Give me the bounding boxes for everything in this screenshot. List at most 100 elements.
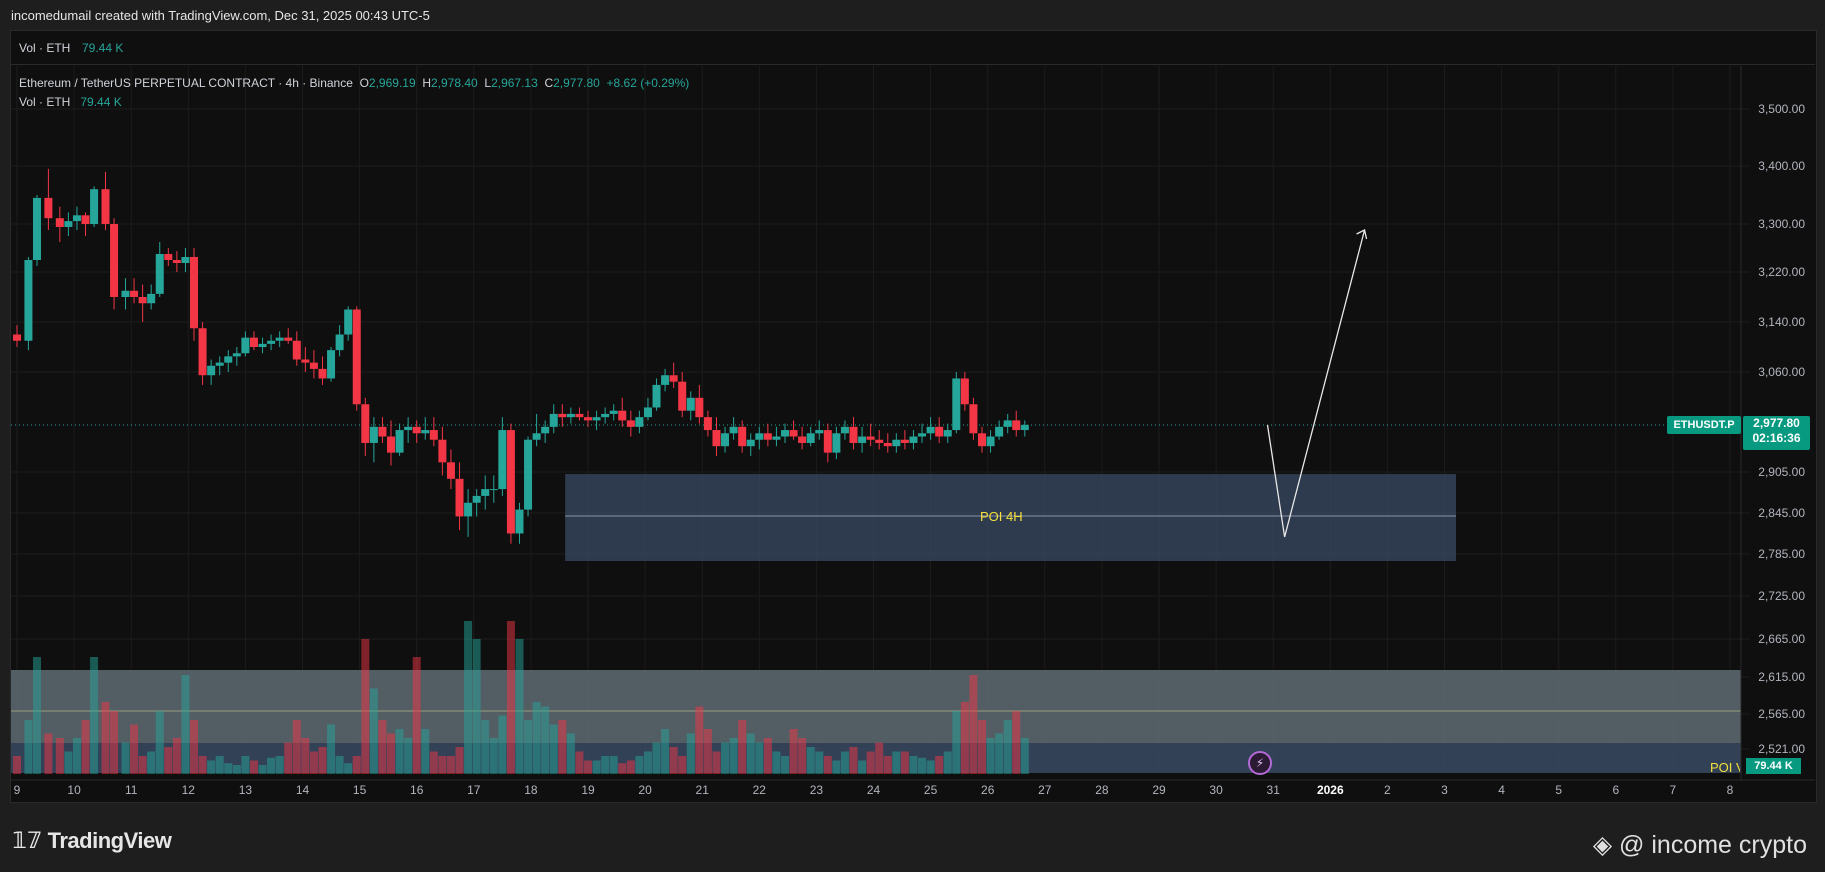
- candle-body[interactable]: [44, 197, 53, 219]
- candle-body[interactable]: [669, 375, 678, 382]
- candle-body[interactable]: [181, 257, 190, 263]
- candle-body[interactable]: [943, 430, 952, 437]
- candle-body[interactable]: [446, 462, 455, 479]
- candle-body[interactable]: [464, 502, 473, 517]
- candle-body[interactable]: [404, 426, 413, 431]
- candle-body[interactable]: [995, 426, 1004, 437]
- candle-body[interactable]: [110, 224, 119, 297]
- candle-body[interactable]: [318, 368, 327, 379]
- candle-body[interactable]: [926, 426, 935, 434]
- candle-body[interactable]: [275, 337, 284, 341]
- candle-body[interactable]: [609, 410, 618, 414]
- candle-body[interactable]: [806, 433, 815, 443]
- candle-body[interactable]: [32, 197, 41, 260]
- candle-body[interactable]: [532, 433, 541, 440]
- candle-body[interactable]: [224, 356, 233, 363]
- candle-body[interactable]: [986, 436, 995, 447]
- candle-body[interactable]: [138, 297, 147, 304]
- candle-body[interactable]: [284, 337, 293, 341]
- candle-body[interactable]: [121, 290, 130, 297]
- candle-body[interactable]: [515, 509, 524, 534]
- candle-body[interactable]: [755, 433, 764, 440]
- candle-body[interactable]: [738, 426, 747, 447]
- candle-body[interactable]: [64, 221, 73, 227]
- candle-body[interactable]: [900, 439, 909, 443]
- candle-body[interactable]: [369, 426, 378, 443]
- candle-body[interactable]: [24, 260, 33, 341]
- candle-body[interactable]: [798, 436, 807, 443]
- candle-body[interactable]: [429, 430, 438, 440]
- candle-body[interactable]: [481, 489, 490, 496]
- candle-body[interactable]: [969, 404, 978, 434]
- candle-body[interactable]: [1003, 420, 1012, 427]
- candle-body[interactable]: [703, 417, 712, 431]
- candle-body[interactable]: [164, 254, 173, 260]
- candle-body[interactable]: [72, 215, 81, 222]
- candle-body[interactable]: [412, 426, 421, 434]
- candle-body[interactable]: [387, 436, 396, 453]
- candle-body[interactable]: [763, 433, 772, 440]
- candle-body[interactable]: [327, 350, 336, 379]
- poi-4h-zone[interactable]: [565, 474, 1456, 561]
- candle-body[interactable]: [592, 417, 601, 421]
- candle-body[interactable]: [584, 417, 592, 421]
- candle-body[interactable]: [815, 430, 824, 434]
- candle-body[interactable]: [1012, 420, 1021, 431]
- candle-body[interactable]: [352, 309, 361, 405]
- candle-body[interactable]: [147, 293, 156, 304]
- candle-body[interactable]: [172, 260, 181, 263]
- candle-body[interactable]: [729, 426, 738, 434]
- candle-body[interactable]: [455, 478, 464, 517]
- candle-body[interactable]: [498, 430, 507, 490]
- candle-body[interactable]: [249, 337, 258, 347]
- candle-body[interactable]: [780, 430, 789, 437]
- candle-body[interactable]: [935, 426, 944, 437]
- candle-body[interactable]: [618, 410, 627, 421]
- candle-body[interactable]: [309, 362, 318, 369]
- candle-body[interactable]: [421, 430, 430, 434]
- candle-body[interactable]: [960, 378, 969, 405]
- lightning-icon[interactable]: ⚡: [1248, 751, 1272, 775]
- candle-body[interactable]: [918, 433, 927, 437]
- projection-path[interactable]: [1266, 229, 1366, 538]
- candle-body[interactable]: [378, 426, 387, 437]
- candle-body[interactable]: [301, 359, 310, 363]
- candle-body[interactable]: [652, 384, 661, 408]
- candle-body[interactable]: [101, 189, 110, 224]
- candle-body[interactable]: [207, 365, 216, 376]
- candle-body[interactable]: [292, 340, 301, 360]
- candle-body[interactable]: [198, 328, 207, 376]
- candle-body[interactable]: [977, 433, 986, 447]
- candle-body[interactable]: [643, 407, 652, 418]
- candle-body[interactable]: [267, 340, 276, 344]
- candle-body[interactable]: [712, 430, 721, 447]
- candle-body[interactable]: [661, 375, 670, 385]
- candle-body[interactable]: [241, 337, 250, 354]
- candle-body[interactable]: [190, 257, 199, 329]
- candle-body[interactable]: [90, 189, 99, 224]
- tradingview-logo[interactable]: 𝟙𝟟 TradingView: [12, 828, 172, 854]
- candle-body[interactable]: [952, 378, 961, 431]
- candle-body[interactable]: [789, 430, 798, 437]
- candle-body[interactable]: [626, 420, 635, 427]
- candle-body[interactable]: [635, 417, 644, 427]
- candle-body[interactable]: [395, 430, 404, 453]
- candle-body[interactable]: [695, 397, 704, 418]
- symbol-title[interactable]: Ethereum / TetherUS PERPETUAL CONTRACT ·…: [19, 76, 353, 90]
- candle-body[interactable]: [1020, 424, 1029, 431]
- candle-body[interactable]: [909, 436, 918, 443]
- candle-body[interactable]: [686, 397, 695, 411]
- candle-body[interactable]: [866, 436, 875, 440]
- candle-body[interactable]: [344, 309, 353, 335]
- candle-body[interactable]: [13, 334, 21, 341]
- candle-body[interactable]: [840, 426, 849, 434]
- candle-body[interactable]: [258, 343, 267, 347]
- candle-body[interactable]: [558, 413, 567, 418]
- candle-body[interactable]: [472, 495, 481, 503]
- candle-body[interactable]: [892, 439, 901, 447]
- candle-body[interactable]: [81, 215, 90, 224]
- candle-body[interactable]: [541, 426, 550, 434]
- candle-body[interactable]: [489, 489, 498, 491]
- candle-body[interactable]: [883, 442, 892, 447]
